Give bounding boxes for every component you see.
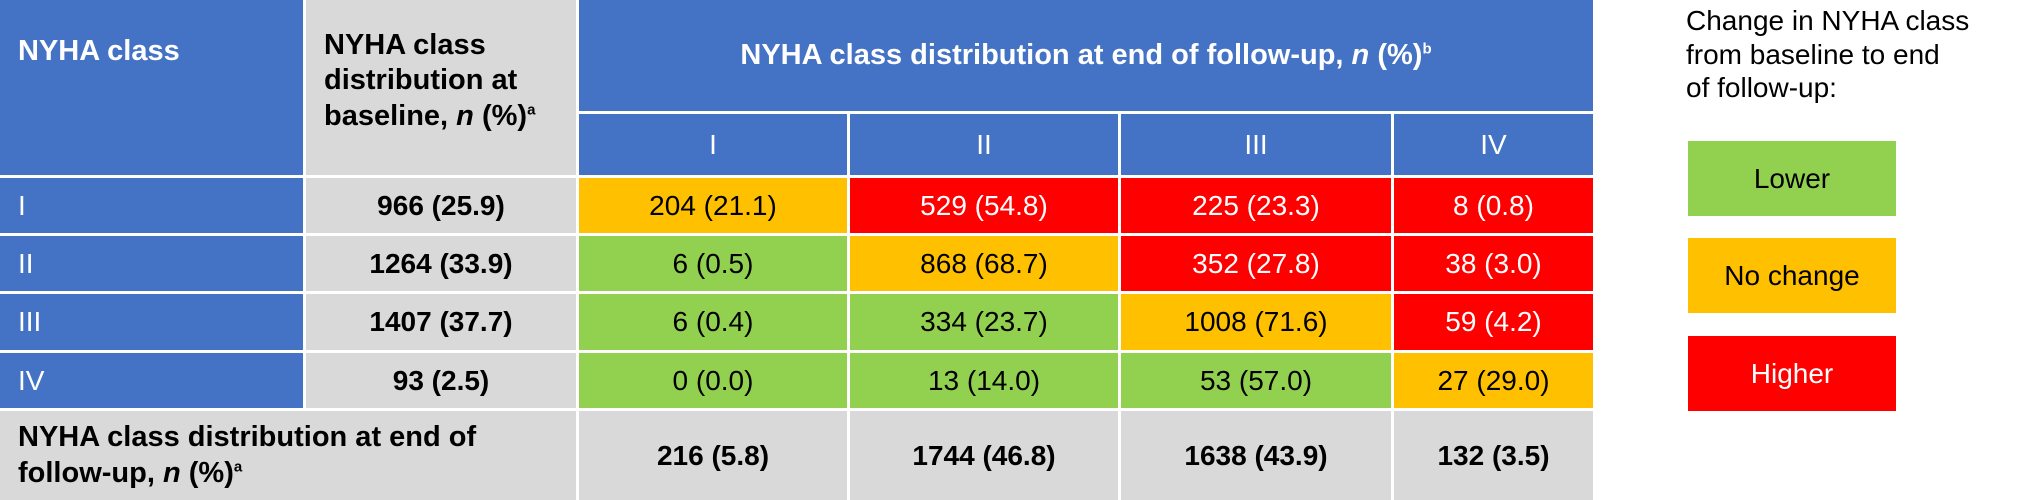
- legend-lower-label: Lower: [1753, 162, 1831, 194]
- header-nyha-class: NYHA class: [0, 0, 303, 175]
- legend-title-line3: of follow-up:: [1686, 72, 1837, 104]
- cell-value: 0 (0.0): [672, 364, 754, 396]
- header-baseline-line3a: baseline,: [324, 99, 457, 132]
- baseline-value: 1264 (33.9): [369, 247, 513, 279]
- cell-value: 13 (14.0): [927, 364, 1041, 396]
- footer-total-iv: 132 (3.5): [1394, 411, 1593, 500]
- cell-value: 8 (0.8): [1453, 189, 1534, 221]
- cell-value: 204 (21.1): [649, 189, 777, 221]
- row-label-iii: III: [0, 294, 303, 350]
- subheader-label: I: [709, 128, 717, 160]
- data-cell-iv-iii: 53 (57.0): [1121, 353, 1391, 408]
- legend-lower: Lower: [1688, 141, 1896, 216]
- legend-no-change-label: No change: [1724, 259, 1860, 291]
- data-cell-ii-iv: 38 (3.0): [1394, 236, 1593, 291]
- baseline-cell-iv: 93 (2.5): [306, 353, 576, 408]
- header-end-followup-group: NYHA class distribution at end of follow…: [579, 0, 1593, 111]
- legend-title: Change in NYHA class from baseline to en…: [1686, 4, 2016, 105]
- data-cell-i-iv: 8 (0.8): [1394, 178, 1593, 233]
- baseline-cell-ii: 1264 (33.9): [306, 236, 576, 291]
- data-cell-iii-i: 6 (0.4): [579, 294, 847, 350]
- subheader-label: II: [976, 128, 992, 160]
- legend-no-change: No change: [1688, 238, 1896, 313]
- cell-value: 352 (27.8): [1192, 247, 1320, 279]
- header-group-text-a: NYHA class distribution at end of follow…: [740, 38, 1352, 71]
- data-cell-ii-ii: 868 (68.7): [850, 236, 1118, 291]
- footer-total-i: 216 (5.8): [579, 411, 847, 500]
- footer-label: NYHA class distribution at end of follow…: [0, 411, 576, 500]
- footer-label-line2a: follow-up,: [18, 456, 163, 489]
- cell-value: 38 (3.0): [1445, 247, 1542, 279]
- total-value: 1638 (43.9): [1184, 439, 1328, 471]
- header-baseline-line2: distribution at: [324, 64, 518, 97]
- cell-value: 53 (57.0): [1199, 364, 1313, 396]
- legend-higher: Higher: [1688, 336, 1896, 411]
- cell-value: 529 (54.8): [920, 189, 1048, 221]
- data-cell-i-iii: 225 (23.3): [1121, 178, 1391, 233]
- cell-value: 27 (29.0): [1437, 364, 1550, 396]
- row-label-ii: II: [0, 236, 303, 291]
- header-baseline-sup: a: [527, 101, 536, 119]
- data-cell-iii-ii: 334 (23.7): [850, 294, 1118, 350]
- data-cell-ii-iii: 352 (27.8): [1121, 236, 1391, 291]
- subheader-label: IV: [1480, 128, 1507, 160]
- row-label-text: III: [18, 306, 42, 337]
- cell-value: 868 (68.7): [920, 247, 1048, 279]
- footer-label-line2b: (%): [180, 456, 234, 489]
- data-cell-i-i: 204 (21.1): [579, 178, 847, 233]
- legend-title-line1: Change in NYHA class: [1686, 5, 1970, 36]
- data-cell-ii-i: 6 (0.5): [579, 236, 847, 291]
- header-baseline-n: n: [456, 99, 474, 132]
- baseline-value: 93 (2.5): [392, 364, 490, 396]
- header-baseline-line3b: (%): [473, 99, 528, 132]
- footer-label-line1: NYHA class distribution at end of: [18, 421, 477, 454]
- header-group-n: n: [1351, 38, 1370, 71]
- total-value: 1744 (46.8): [912, 439, 1056, 471]
- data-cell-iv-ii: 13 (14.0): [850, 353, 1118, 408]
- row-label-text: I: [18, 189, 26, 221]
- header-group-text-b: (%): [1369, 38, 1423, 71]
- header-baseline-distribution: NYHA class distribution at baseline, n (…: [306, 0, 576, 175]
- footer-total-iii: 1638 (43.9): [1121, 411, 1391, 500]
- cell-value: 6 (0.5): [672, 247, 754, 279]
- data-cell-iii-iii: 1008 (71.6): [1121, 294, 1391, 350]
- data-cell-iv-iv: 27 (29.0): [1394, 353, 1593, 408]
- cell-value: 1008 (71.6): [1184, 306, 1328, 337]
- baseline-value: 1407 (37.7): [369, 306, 513, 337]
- subheader-col-i: I: [579, 114, 847, 175]
- baseline-cell-i: 966 (25.9): [306, 178, 576, 233]
- header-baseline-line1: NYHA class: [324, 29, 486, 61]
- baseline-cell-iii: 1407 (37.7): [306, 294, 576, 350]
- cell-value: 225 (23.3): [1192, 189, 1320, 221]
- subheader-col-iii: III: [1121, 114, 1391, 175]
- data-cell-iii-iv: 59 (4.2): [1394, 294, 1593, 350]
- footer-label-sup: a: [233, 457, 243, 475]
- cell-value: 6 (0.4): [672, 306, 754, 337]
- row-label-text: II: [18, 247, 34, 279]
- data-cell-i-ii: 529 (54.8): [850, 178, 1118, 233]
- row-label-iv: IV: [0, 353, 303, 408]
- data-cell-iv-i: 0 (0.0): [579, 353, 847, 408]
- footer-label-n: n: [162, 456, 181, 489]
- row-label-text: IV: [18, 364, 45, 396]
- header-nyha-class-label: NYHA class: [18, 35, 180, 67]
- baseline-value: 966 (25.9): [377, 189, 505, 221]
- total-value: 216 (5.8): [656, 439, 770, 471]
- legend-title-line2: from baseline to end: [1686, 38, 1940, 70]
- subheader-col-iv: IV: [1394, 114, 1593, 175]
- row-label-i: I: [0, 178, 303, 233]
- cell-value: 59 (4.2): [1445, 306, 1542, 337]
- cell-value: 334 (23.7): [920, 306, 1048, 337]
- footer-total-ii: 1744 (46.8): [850, 411, 1118, 500]
- total-value: 132 (3.5): [1437, 439, 1550, 471]
- subheader-col-ii: II: [850, 114, 1118, 175]
- legend-higher-label: Higher: [1750, 357, 1834, 389]
- header-group-sup: b: [1422, 40, 1432, 58]
- subheader-label: III: [1244, 128, 1268, 160]
